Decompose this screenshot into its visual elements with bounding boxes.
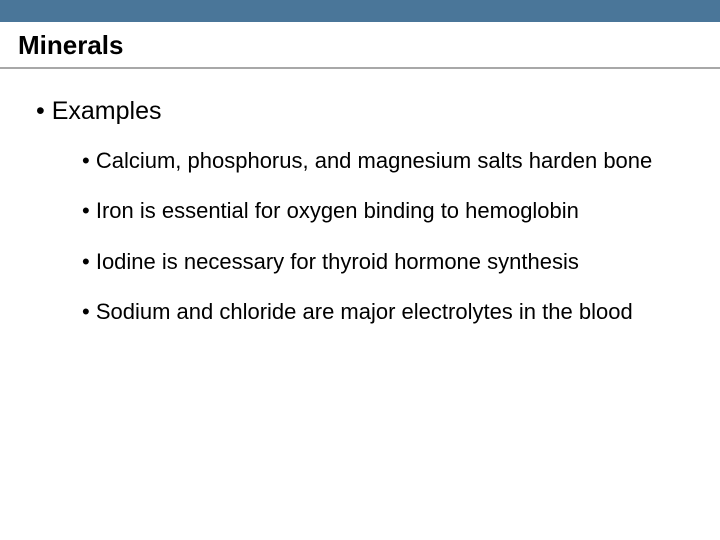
sub-bullet-item: Sodium and chloride are major electrolyt… [82,299,690,325]
sub-bullet-item: Iodine is necessary for thyroid hormone … [82,249,690,275]
slide-content: Examples Calcium, phosphorus, and magnes… [0,69,720,326]
sub-bullet-item: Calcium, phosphorus, and magnesium salts… [82,148,690,174]
sub-bullet-item: Iron is essential for oxygen binding to … [82,198,690,224]
main-bullet: Examples [30,97,690,126]
slide-title: Minerals [18,30,702,61]
sub-bullet-list: Calcium, phosphorus, and magnesium salts… [30,148,690,326]
title-bar: Minerals [0,22,720,69]
header-accent-bar [0,0,720,22]
